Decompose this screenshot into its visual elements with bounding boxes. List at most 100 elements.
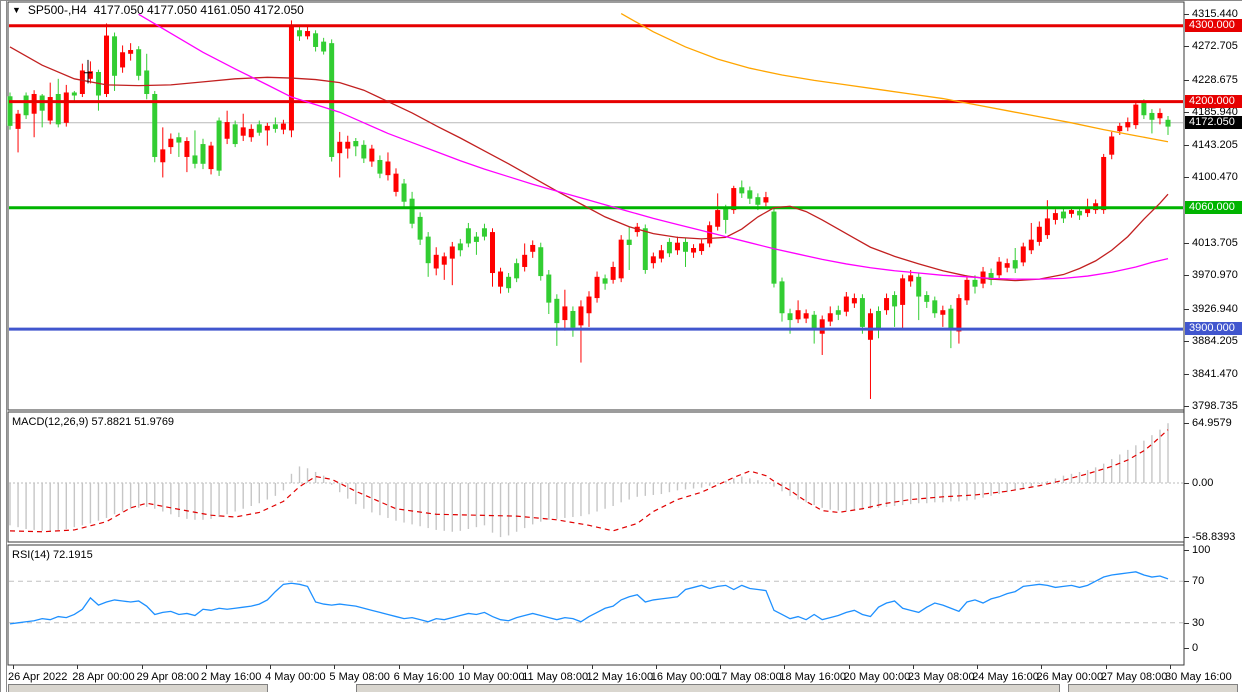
bottom-panel-edge: [8, 684, 268, 692]
price-tick-mark: [1184, 275, 1189, 277]
price-tick-mark: [1184, 177, 1189, 179]
price-tick-mark: [1184, 112, 1189, 114]
ma-fast-red: [9, 46, 1169, 282]
candle-body: [490, 232, 496, 274]
candle-body: [771, 211, 777, 284]
time-axis-label: 18 May 16:00: [779, 671, 847, 683]
symbol-period-label: SP500-,H4: [27, 3, 87, 17]
candle-body: [136, 49, 142, 76]
candle-body: [892, 295, 898, 307]
time-tick-mark: [462, 665, 464, 669]
candle-body: [1052, 213, 1058, 220]
candle-body: [924, 295, 930, 302]
candle-body: [144, 70, 150, 94]
candle-body: [666, 241, 672, 254]
time-tick-mark: [848, 665, 850, 669]
time-tick-mark: [1170, 665, 1172, 669]
time-axis-label: 11 May 08:00: [522, 671, 589, 683]
candle-body: [996, 261, 1002, 276]
candle-body: [538, 247, 544, 277]
candle-body: [723, 208, 729, 220]
price-tick-label: 4228.675: [1192, 73, 1238, 86]
ma-slow-magenta: [138, 13, 1169, 280]
price-tick-label: 3970.970: [1192, 269, 1238, 282]
ma-long-orange: [620, 13, 1169, 143]
candle-body: [811, 314, 817, 330]
candle-body: [47, 97, 53, 121]
candle-body: [747, 190, 753, 199]
time-axis-label: 29 Apr 08:00: [136, 671, 199, 683]
macd-tick-mark: [1184, 537, 1189, 539]
candle-body: [578, 306, 584, 326]
candle-body: [1149, 112, 1155, 120]
time-tick-mark: [13, 665, 14, 669]
candle-body: [7, 96, 13, 126]
candle-body: [876, 310, 882, 330]
candle-body: [128, 49, 134, 54]
candle-body: [337, 141, 343, 154]
candle-body: [658, 250, 664, 259]
time-axis-label: 6 May 16:00: [393, 671, 455, 683]
rsi-tick-label: 70: [1192, 575, 1205, 588]
macd-tick-label: 64.9579: [1192, 417, 1232, 430]
price-tick-mark: [1184, 341, 1189, 343]
rsi-tick-mark: [1184, 622, 1189, 624]
macd-indicator-label: MACD(12,26,9) 57.8821 51.9769: [12, 416, 175, 428]
candle-body: [940, 310, 946, 315]
candle-body: [264, 125, 270, 131]
time-axis-label: 23 May 08:00: [907, 671, 975, 683]
candle-body: [859, 298, 865, 327]
rsi-tick-label: 100: [1192, 544, 1211, 556]
price-badge-4300: 4300.000: [1185, 18, 1242, 32]
time-axis-label: 20 May 00:00: [843, 671, 911, 683]
price-tick-mark: [1184, 308, 1189, 310]
candle-body: [586, 296, 592, 314]
candle-body: [1109, 136, 1115, 155]
time-axis-label: 26 May 00:00: [1036, 671, 1104, 683]
candle-body: [522, 254, 528, 267]
price-tick-label: 4315.440: [1192, 8, 1238, 20]
window-top-edge: [0, 0, 1242, 1]
price-tick-mark: [1184, 144, 1189, 146]
candle-body: [683, 241, 689, 252]
bottom-panel-edge: [356, 684, 1060, 692]
candle-body: [819, 319, 825, 334]
candle-body: [160, 149, 166, 163]
candle-body: [192, 155, 198, 164]
candle-body: [441, 256, 447, 265]
price-tick-mark: [1184, 405, 1189, 407]
time-axis-label: 27 May 08:00: [1100, 671, 1168, 683]
candle-body: [361, 144, 367, 159]
candle-body: [506, 276, 512, 289]
price-tick-label: 3926.940: [1192, 302, 1238, 315]
candle-body: [120, 52, 126, 68]
candle-body: [345, 141, 351, 149]
candle-body: [401, 183, 407, 202]
time-axis-label: 26 Apr 2022: [8, 671, 68, 683]
window-splitter[interactable]: [6, 0, 7, 692]
time-axis-label: 28 Apr 00:00: [72, 671, 135, 683]
candle-body: [618, 239, 624, 279]
symbol-dropdown-icon[interactable]: ▼: [12, 5, 21, 15]
candle-body: [964, 279, 970, 301]
candle-body: [948, 308, 954, 330]
time-tick-mark: [655, 665, 657, 669]
time-tick-mark: [527, 665, 529, 669]
rsi-tick-label: 30: [1192, 616, 1205, 629]
candle-body: [1125, 122, 1131, 128]
time-tick-mark: [977, 665, 979, 669]
candle-body: [23, 95, 29, 116]
candle-body: [1044, 218, 1050, 236]
macd-tick-mark: [1184, 423, 1189, 425]
candle-body: [168, 138, 174, 148]
bottom-panel-edge: [1068, 684, 1238, 692]
price-tick-mark: [1184, 14, 1189, 15]
rsi-tick-mark: [1184, 648, 1189, 649]
candle-body: [1069, 210, 1075, 214]
candle-body: [71, 92, 77, 96]
price-badge-3900: 3900.000: [1185, 322, 1242, 336]
candle-body: [827, 313, 833, 322]
candle-body: [554, 298, 560, 324]
